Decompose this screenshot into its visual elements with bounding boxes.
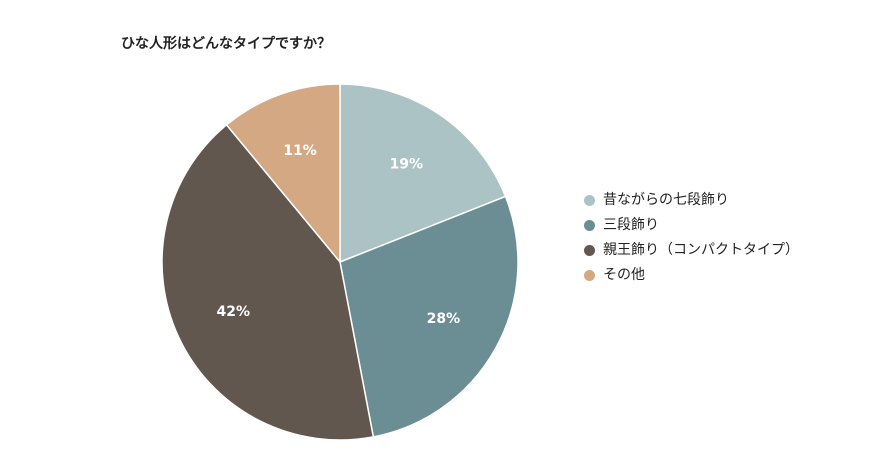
legend: 昔ながらの七段飾り 三段飾り 親王飾り（コンパクトタイプ） その他 bbox=[584, 192, 834, 292]
legend-item-other[interactable]: その他 bbox=[584, 267, 834, 284]
chart-title: ひな人形はどんなタイプですか？ bbox=[121, 36, 331, 52]
legend-swatch bbox=[584, 245, 595, 256]
slice-three-tier[interactable] bbox=[339, 195, 519, 438]
slice-seven-tier[interactable] bbox=[339, 83, 507, 264]
pie-slice-labels: 19% 28% 42% 11% bbox=[216, 143, 460, 327]
slice-other[interactable] bbox=[225, 83, 341, 265]
legend-swatch bbox=[584, 195, 595, 206]
legend-label: 昔ながらの七段飾り bbox=[603, 192, 729, 208]
legend-item-three-tier[interactable]: 三段飾り bbox=[584, 217, 834, 234]
slice-percent-label: 11% bbox=[283, 143, 317, 159]
legend-item-seven-tier[interactable]: 昔ながらの七段飾り bbox=[584, 192, 834, 209]
slice-percent-label: 42% bbox=[216, 304, 250, 320]
slice-percent-label: 19% bbox=[390, 156, 424, 172]
pie-slices bbox=[161, 83, 519, 441]
slice-shinno[interactable] bbox=[161, 123, 375, 441]
legend-swatch bbox=[584, 220, 595, 231]
legend-label: その他 bbox=[603, 267, 645, 283]
slice-percent-label: 28% bbox=[427, 311, 461, 327]
legend-swatch bbox=[584, 270, 595, 281]
legend-label: 親王飾り（コンパクトタイプ） bbox=[603, 242, 799, 258]
legend-label: 三段飾り bbox=[603, 217, 659, 233]
legend-item-shinno[interactable]: 親王飾り（コンパクトタイプ） bbox=[584, 242, 834, 259]
